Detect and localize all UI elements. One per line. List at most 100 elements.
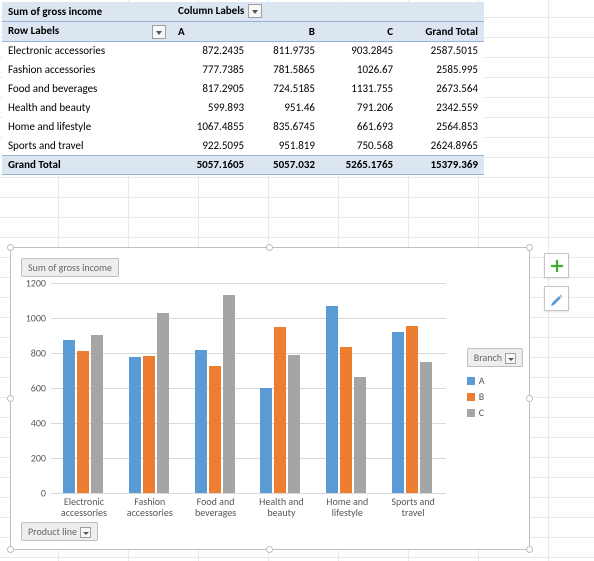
- bar-group: [195, 295, 235, 493]
- bar-group: [392, 326, 432, 493]
- pivot-col-header-label: Column Labels: [178, 4, 244, 17]
- grand-total-c: 5265.1765: [321, 155, 399, 174]
- chart-value-field-button[interactable]: Sum of gross income: [21, 258, 119, 277]
- row-label: Fashion accessories: [2, 60, 172, 79]
- table-row: Electronic accessories872.2435811.973590…: [2, 41, 484, 60]
- bar[interactable]: [354, 377, 366, 493]
- bar[interactable]: [157, 313, 169, 493]
- cell: 724.5185: [250, 79, 321, 98]
- bar[interactable]: [143, 356, 155, 493]
- y-tick-label: 200: [16, 452, 46, 465]
- legend-item[interactable]: C: [467, 406, 523, 419]
- chart-legend-field-button[interactable]: Branch: [467, 348, 523, 367]
- x-tick-label: Home andlifestyle: [314, 496, 380, 518]
- cell: 750.568: [321, 136, 399, 155]
- bar[interactable]: [195, 350, 207, 493]
- col-b: B: [250, 21, 321, 41]
- cell: 872.2435: [172, 41, 250, 60]
- resize-handle[interactable]: [526, 244, 533, 251]
- bar-group: [326, 306, 366, 493]
- resize-handle[interactable]: [7, 546, 14, 553]
- bar-group: [260, 327, 300, 494]
- pivot-chart[interactable]: Sum of gross income Product line 0200400…: [10, 247, 530, 550]
- table-row: Health and beauty599.893951.46791.206234…: [2, 98, 484, 117]
- bar[interactable]: [209, 366, 221, 493]
- cell: 1067.4855: [172, 117, 250, 136]
- pivot-row-header[interactable]: Row Labels: [2, 21, 172, 41]
- legend-swatch: [467, 377, 475, 385]
- bar[interactable]: [326, 306, 338, 493]
- row-label: Food and beverages: [2, 79, 172, 98]
- y-tick-label: 1000: [16, 312, 46, 325]
- x-tick-label: Electronicaccessories: [51, 496, 117, 518]
- legend-item[interactable]: B: [467, 390, 523, 403]
- pivot-col-header[interactable]: Column Labels: [172, 2, 484, 21]
- bar[interactable]: [63, 340, 75, 493]
- cell: 951.819: [250, 136, 321, 155]
- pivot-title: Sum of gross income: [2, 2, 172, 21]
- dropdown-icon[interactable]: [505, 353, 516, 364]
- dropdown-icon[interactable]: [80, 527, 91, 538]
- y-tick-label: 600: [16, 382, 46, 395]
- bar[interactable]: [274, 327, 286, 494]
- axis-field-label: Product line: [28, 525, 77, 538]
- row-label: Electronic accessories: [2, 41, 172, 60]
- col-grand-total: Grand Total: [399, 21, 484, 41]
- cell: 791.206: [321, 98, 399, 117]
- resize-handle[interactable]: [526, 395, 533, 402]
- cell: 817.2905: [172, 79, 250, 98]
- table-row: Home and lifestyle1067.4855835.6745661.6…: [2, 117, 484, 136]
- x-tick-label: Food andbeverages: [183, 496, 249, 518]
- chart-elements-button[interactable]: [544, 253, 569, 278]
- bar-group: [63, 335, 103, 493]
- bar[interactable]: [392, 332, 404, 493]
- bar[interactable]: [420, 362, 432, 493]
- cell: 811.9735: [250, 41, 321, 60]
- bar[interactable]: [288, 355, 300, 493]
- bar[interactable]: [260, 388, 272, 493]
- bar-group: [129, 313, 169, 493]
- cell: 2342.559: [399, 98, 484, 117]
- cell: 1131.755: [321, 79, 399, 98]
- chart-styles-button[interactable]: [544, 286, 569, 311]
- resize-handle[interactable]: [266, 546, 273, 553]
- resize-handle[interactable]: [266, 244, 273, 251]
- bar[interactable]: [223, 295, 235, 493]
- legend-swatch: [467, 409, 475, 417]
- row-label: Sports and travel: [2, 136, 172, 155]
- legend-item[interactable]: A: [467, 374, 523, 387]
- cell: 599.893: [172, 98, 250, 117]
- cell: 661.693: [321, 117, 399, 136]
- pivot-row-header-label: Row Labels: [8, 24, 59, 37]
- grand-total-label: Grand Total: [2, 155, 172, 174]
- table-row: Fashion accessories777.7385781.58651026.…: [2, 60, 484, 79]
- y-tick-label: 800: [16, 347, 46, 360]
- chart-axis-field-button[interactable]: Product line: [21, 522, 98, 541]
- resize-handle[interactable]: [7, 244, 14, 251]
- gridline: [51, 423, 446, 424]
- bar[interactable]: [77, 351, 89, 493]
- bar[interactable]: [406, 326, 418, 493]
- grand-total-b: 5057.032: [250, 155, 321, 174]
- brush-icon: [549, 291, 565, 307]
- bar[interactable]: [129, 357, 141, 493]
- cell: 903.2845: [321, 41, 399, 60]
- cell: 777.7385: [172, 60, 250, 79]
- dropdown-icon[interactable]: [152, 25, 166, 39]
- bar[interactable]: [91, 335, 103, 493]
- bar[interactable]: [340, 347, 352, 493]
- dropdown-icon[interactable]: [248, 4, 262, 18]
- legend-label: C: [479, 406, 484, 419]
- row-label: Home and lifestyle: [2, 117, 172, 136]
- plot-area: 020040060080010001200Electronicaccessori…: [51, 283, 446, 493]
- x-tick-label: Sports andtravel: [380, 496, 446, 518]
- table-row: Sports and travel922.5095951.819750.5682…: [2, 136, 484, 155]
- gridline: [51, 353, 446, 354]
- row-label: Health and beauty: [2, 98, 172, 117]
- cell: 951.46: [250, 98, 321, 117]
- legend-label: B: [479, 390, 484, 403]
- cell: 2587.5015: [399, 41, 484, 60]
- resize-handle[interactable]: [7, 395, 14, 402]
- resize-handle[interactable]: [526, 546, 533, 553]
- gridline: [51, 493, 446, 494]
